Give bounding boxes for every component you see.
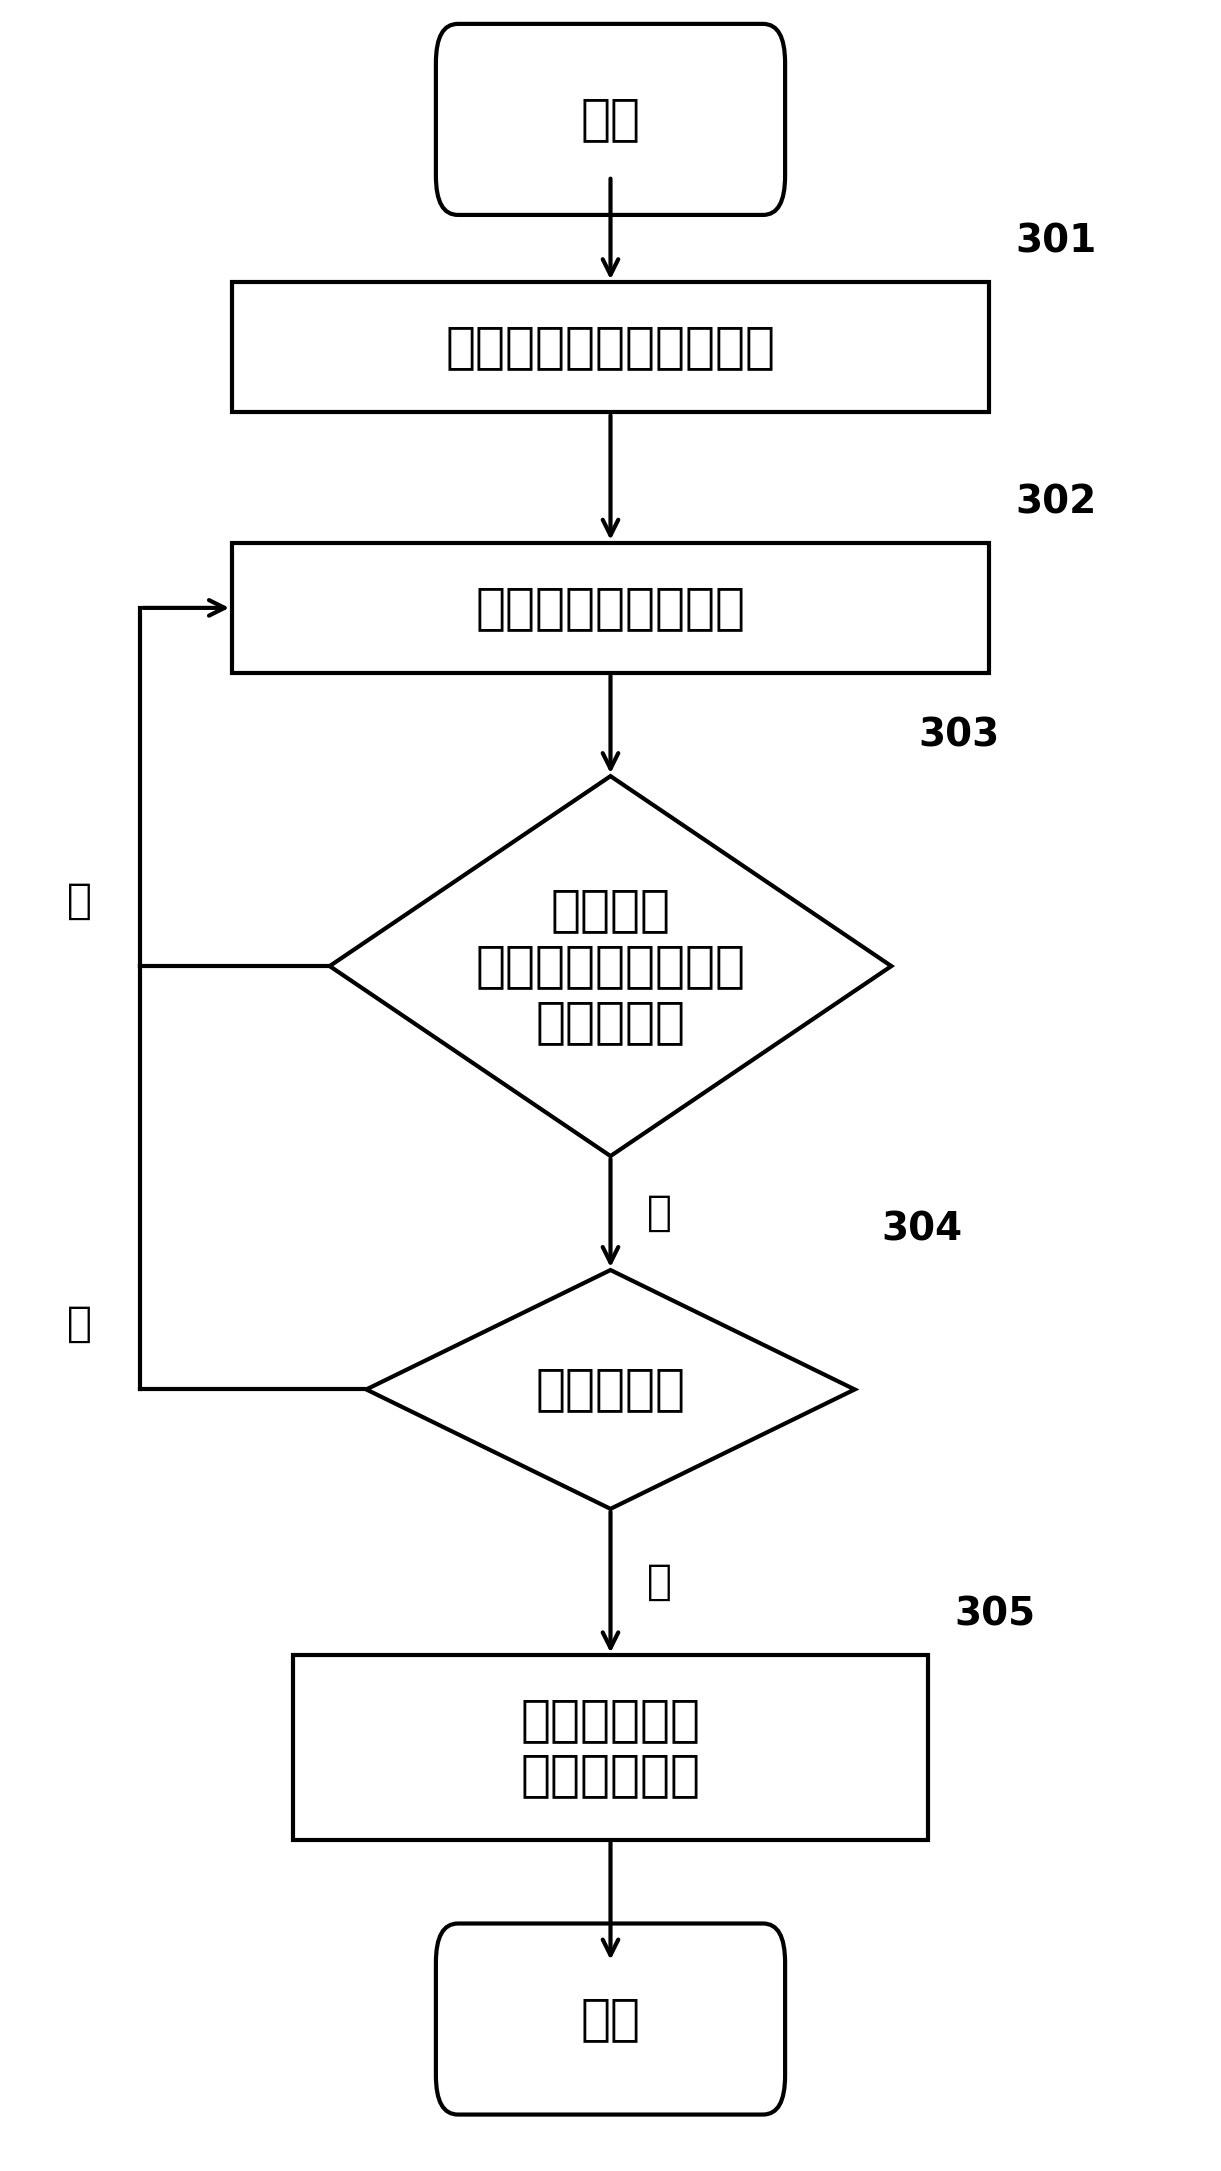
Text: 是: 是: [647, 1192, 672, 1233]
FancyBboxPatch shape: [436, 24, 785, 215]
Text: 一段时间？: 一段时间？: [536, 1366, 685, 1413]
Text: 301: 301: [1016, 221, 1098, 261]
Text: 303: 303: [918, 716, 1000, 753]
Text: 记录激发信号
的频率和幅値: 记录激发信号 的频率和幅値: [520, 1696, 701, 1800]
Bar: [232, 543, 989, 673]
Text: 调整激发信号的幅値: 调整激发信号的幅値: [475, 584, 746, 632]
Text: 是: 是: [647, 1561, 672, 1602]
Text: 输入固定频率的激发信号: 输入固定频率的激发信号: [446, 323, 775, 371]
Text: 302: 302: [1016, 482, 1098, 521]
Text: 开始: 开始: [580, 96, 641, 143]
Text: 否: 否: [67, 1303, 92, 1346]
Text: 305: 305: [955, 1596, 1035, 1633]
Text: 结束: 结束: [580, 1995, 641, 2043]
Polygon shape: [330, 775, 891, 1155]
Bar: [232, 282, 989, 412]
Text: 否: 否: [67, 879, 92, 923]
FancyBboxPatch shape: [436, 1924, 785, 2115]
Text: 发电机转
速变化幅値在预定幅
値范围内？: 发电机转 速变化幅値在预定幅 値范围内？: [475, 886, 746, 1046]
Text: 304: 304: [882, 1209, 962, 1248]
Polygon shape: [366, 1270, 855, 1509]
Bar: [293, 1654, 928, 1841]
